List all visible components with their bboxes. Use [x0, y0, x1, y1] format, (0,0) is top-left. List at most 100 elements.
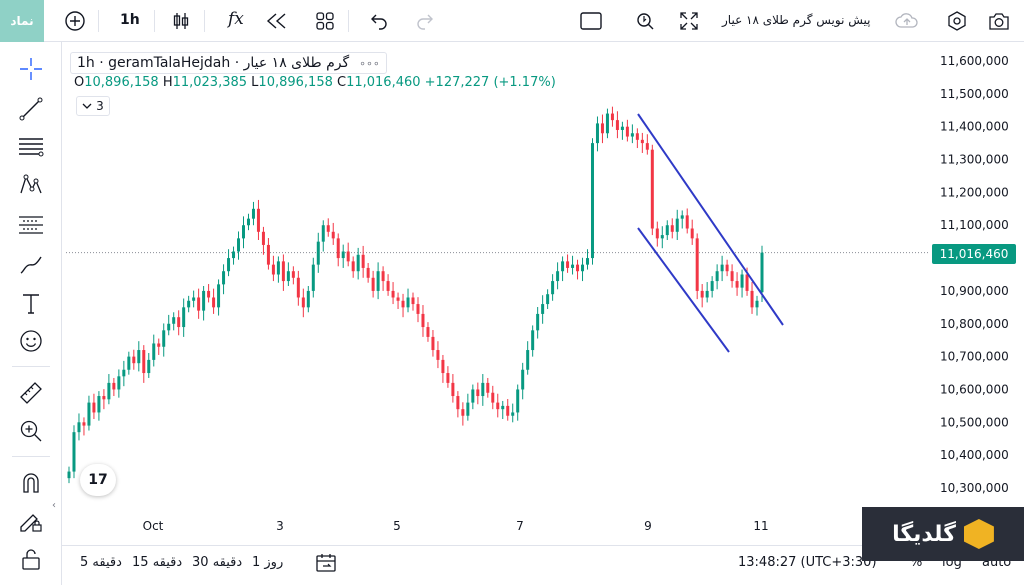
channel-upper-line[interactable] — [637, 113, 784, 326]
open-value: 10,896,158 — [84, 75, 159, 90]
candle-body — [466, 402, 470, 416]
candle-body — [506, 405, 510, 416]
interval-button[interactable]: 1h — [120, 12, 140, 28]
toolbar-divider — [12, 366, 50, 367]
candle-body — [152, 343, 156, 360]
candle-body — [665, 225, 669, 236]
pattern-icon[interactable] — [16, 170, 46, 200]
fib-lines-icon[interactable] — [16, 132, 46, 162]
candle-body — [660, 235, 664, 239]
price-chart[interactable]: Oct35791113 — [66, 46, 930, 540]
candle-body — [760, 252, 764, 293]
current-price-tag: 11,016,460 — [932, 244, 1016, 264]
text-tool-icon[interactable] — [16, 288, 46, 318]
candle-body — [212, 297, 216, 308]
fullscreen-rect-icon[interactable] — [578, 8, 604, 34]
cloud-save-icon[interactable] — [894, 8, 920, 34]
candle-body — [576, 264, 580, 272]
prediction-icon[interactable] — [16, 210, 46, 240]
range-5m[interactable]: 5 دقیقه — [80, 555, 122, 570]
indicator-count: 3 — [96, 99, 104, 113]
zoom-in-icon[interactable] — [16, 416, 46, 446]
candle-body — [87, 402, 91, 426]
candle-body — [266, 244, 270, 265]
indicators-fx-button[interactable]: fx — [228, 9, 244, 29]
goto-date-icon[interactable] — [314, 552, 338, 578]
candles-icon[interactable] — [168, 8, 194, 34]
range-30m[interactable]: 30 دقیقه — [192, 555, 243, 570]
candle-body — [645, 143, 649, 150]
candle-body — [331, 231, 335, 239]
change-value: +127,227 (+1.17%) — [424, 75, 556, 90]
candle-body — [336, 238, 340, 259]
lock-pencil-icon[interactable] — [16, 506, 46, 536]
candle-body — [605, 113, 609, 134]
candle-body — [710, 281, 714, 291]
candle-body — [391, 290, 395, 298]
replay-icon[interactable] — [264, 8, 290, 34]
redo-icon[interactable] — [412, 8, 438, 34]
magnet-icon[interactable] — [16, 468, 46, 498]
candle-body — [531, 330, 535, 351]
candle-body — [496, 402, 500, 410]
emoji-icon[interactable] — [16, 326, 46, 356]
price-axis-label: 11,300,000 — [940, 153, 1009, 167]
camera-snapshot-icon[interactable] — [986, 8, 1012, 34]
indicators-collapse-button[interactable]: 3 — [76, 96, 110, 116]
ruler-icon[interactable] — [16, 378, 46, 408]
tradingview-logo[interactable]: 17 — [80, 464, 116, 496]
close-value: 11,016,460 — [346, 75, 421, 90]
candle-body — [202, 290, 206, 311]
candle-body — [491, 392, 495, 403]
candle-body — [541, 304, 545, 314]
candle-body — [237, 238, 241, 252]
close-label: C — [337, 75, 347, 90]
crosshair-icon[interactable] — [16, 54, 46, 84]
candle-body — [207, 290, 211, 298]
candle-body — [112, 382, 116, 390]
candle-body — [566, 261, 570, 268]
brush-icon[interactable] — [16, 250, 46, 280]
candle-body — [127, 356, 131, 370]
quick-search-icon[interactable] — [632, 8, 658, 34]
settings-icon[interactable] — [944, 8, 970, 34]
candle-body — [77, 422, 81, 433]
candle-body — [122, 369, 126, 377]
range-1d[interactable]: 1 روز — [252, 555, 284, 570]
price-axis[interactable]: 11,600,000 11,500,000 11,400,000 11,300,000… — [930, 46, 1024, 540]
candle-body — [581, 264, 585, 272]
toolbar-collapse-arrow[interactable]: ‹ — [52, 500, 56, 511]
candle-body — [192, 297, 196, 301]
candle-body — [401, 300, 405, 308]
drawing-toolbar — [0, 42, 62, 585]
range-15m[interactable]: 15 دقیقه — [132, 555, 183, 570]
candle-body — [685, 215, 689, 229]
candle-body — [187, 300, 191, 308]
candle-body — [321, 225, 325, 242]
layout-name[interactable]: پیش نویس گرم طلای ۱۸ عیار — [722, 13, 871, 27]
unlock-icon[interactable] — [16, 544, 46, 574]
trend-line-icon[interactable] — [16, 94, 46, 124]
candle-body — [640, 139, 644, 144]
candle-body — [620, 126, 624, 130]
candle-body — [501, 405, 505, 410]
maximize-icon[interactable] — [676, 8, 702, 34]
channel-lower-line[interactable] — [637, 227, 730, 353]
price-axis-label: 10,300,000 — [940, 481, 1009, 495]
undo-icon[interactable] — [366, 8, 392, 34]
candle-body — [436, 350, 440, 360]
candle-body — [251, 208, 255, 219]
candle-body — [725, 264, 729, 272]
layout-grid-icon[interactable] — [312, 8, 338, 34]
symbol-title[interactable]: گرم طلای ۱۸ عیار · 1h · geramTalaHejdah … — [70, 52, 387, 74]
candle-body — [536, 313, 540, 331]
candle-body — [511, 412, 515, 416]
compare-add-icon[interactable] — [62, 8, 88, 34]
candle-body — [227, 258, 231, 272]
candle-body — [586, 258, 590, 265]
symbol-search-button[interactable]: نماد — [0, 0, 44, 42]
clock-timezone[interactable]: 13:48:27 (UTC+3:30) — [738, 555, 877, 570]
candle-body — [82, 422, 86, 426]
more-options-icon[interactable]: ∘∘∘ — [359, 56, 380, 70]
candle-body — [341, 251, 345, 259]
